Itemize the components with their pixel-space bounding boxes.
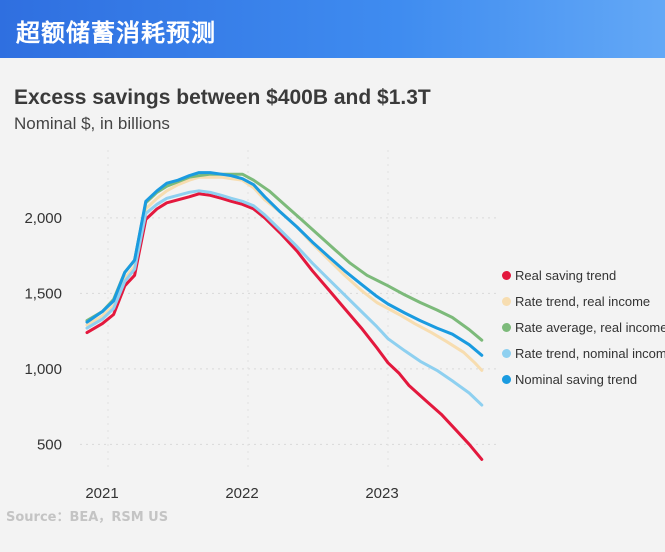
- y-tick-label: 2,000: [24, 210, 62, 227]
- x-tick-label: 2021: [85, 485, 118, 502]
- legend-swatch: [502, 296, 511, 306]
- y-tick-label: 1,500: [24, 285, 62, 302]
- y-tick-label: 500: [37, 436, 62, 453]
- legend-label: Rate trend, nominal income: [515, 345, 665, 361]
- legend-label: Real saving trend: [515, 267, 617, 283]
- legend-swatch: [502, 322, 511, 332]
- legend-item: Real saving trend: [502, 262, 665, 288]
- banner-title: 超额储蓄消耗预测: [16, 19, 216, 47]
- header-banner: 超额储蓄消耗预测: [0, 0, 665, 58]
- legend-item: Nominal saving trend: [502, 366, 665, 392]
- legend-swatch: [502, 374, 511, 384]
- series-line-real-saving-trend: [85, 192, 484, 461]
- series-line-rate-trend-real-income: [85, 175, 484, 372]
- chart-title: Excess savings between $400B and $1.3T: [14, 86, 431, 109]
- series-line-rate-trend-nominal-income: [85, 189, 484, 407]
- legend-item: Rate average, real income: [502, 314, 665, 340]
- chart-subtitle: Nominal $, in billions: [14, 114, 170, 133]
- x-tick-label: 2023: [365, 485, 398, 502]
- series-line-nominal-saving-trend: [85, 171, 484, 357]
- legend-label: Rate trend, real income: [515, 293, 651, 309]
- legend-label: Rate average, real income: [515, 319, 665, 335]
- legend-label: Nominal saving trend: [515, 371, 638, 387]
- source-note: Source：BEA，RSM US: [6, 510, 169, 525]
- legend-swatch: [502, 348, 511, 358]
- legend-item: Rate trend, nominal income: [502, 340, 665, 366]
- x-tick-label: 2022: [225, 485, 258, 502]
- chart-legend: Real saving trend Rate trend, real income…: [502, 262, 665, 392]
- legend-swatch: [502, 270, 511, 280]
- legend-item: Rate trend, real income: [502, 288, 665, 314]
- y-tick-label: 1,000: [24, 361, 62, 378]
